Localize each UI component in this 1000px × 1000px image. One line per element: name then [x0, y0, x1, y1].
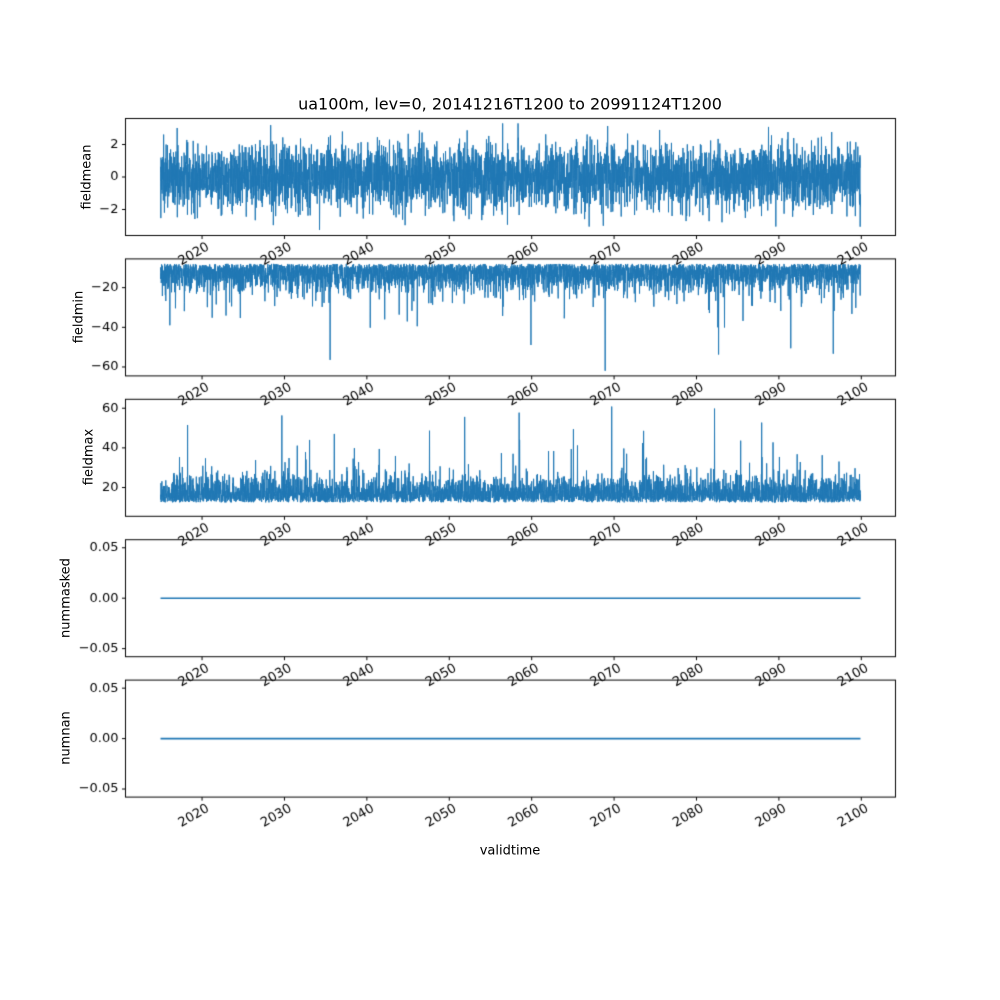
y-axis-label-fieldmax: fieldmax [81, 429, 97, 486]
y-axis-label-numnan: numnan [58, 711, 74, 765]
x-axis-label: validtime [479, 843, 541, 859]
y-axis-label-fieldmean: fieldmean [79, 144, 95, 209]
chart-title: ua100m, lev=0, 20141216T1200 to 20991124… [298, 94, 722, 114]
y-axis-label-nummasked: nummasked [58, 557, 74, 638]
y-axis-label-fieldmin: fieldmin [71, 290, 87, 344]
